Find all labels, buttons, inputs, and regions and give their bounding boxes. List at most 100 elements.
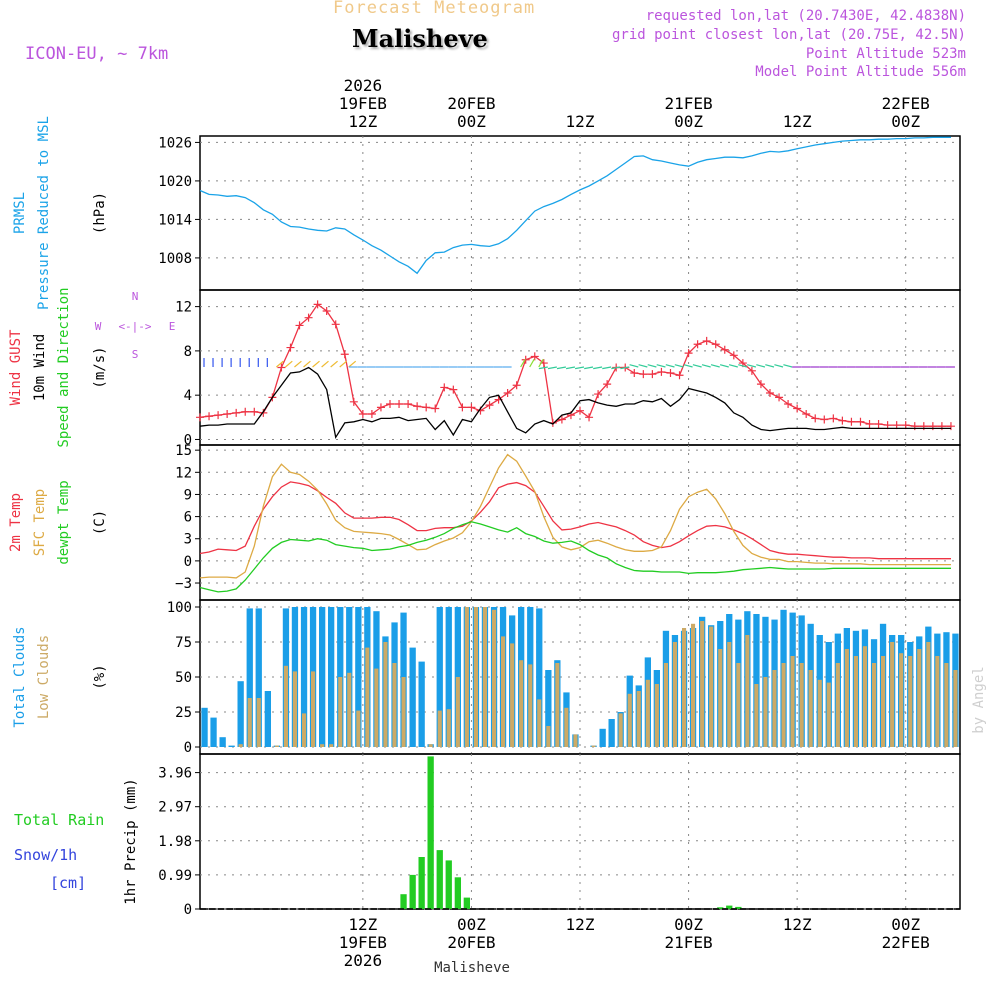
wind-direction-arrow [656,364,666,368]
panel-4-bar-low-clouds [844,649,849,747]
panel-2-gust-marker [847,417,856,426]
panel-4-bar-total-clouds [545,670,552,747]
panel-2-gust-marker [395,400,404,409]
panel-2-gust-marker [883,421,892,430]
panel-2-gust-marker [892,421,901,430]
panel-2-gust-marker [322,307,331,316]
top-time-label: 00Z [674,112,703,131]
panel-1-ytick-label: 1020 [158,174,192,190]
panel-4-bar-low-clouds [546,726,551,747]
panel-1-ytick-label: 1026 [158,135,192,151]
wind-direction-arrow [330,360,338,368]
panel-3-ytick-label: 12 [175,465,192,481]
panel-4-bar-low-clouds [302,713,307,747]
panel-4-bar-low-clouds [890,642,895,747]
panel-2-gust-marker [376,403,385,412]
bottom-time-label: 19FEB [339,933,387,952]
panel-4-bar-low-clouds [853,656,858,747]
panel-3-label: dewpt Temp [56,480,72,564]
panel-4-bar-low-clouds [881,656,886,747]
panel-4-ylabel: (%) [92,664,108,689]
panel-2-gust-marker [214,411,223,420]
wind-direction-arrow [638,364,648,368]
panel-3-ytick-label: 6 [184,510,192,526]
panel-4-bar-low-clouds [428,744,433,747]
panel-4-bar-low-clouds [736,663,741,747]
panel-2-gust-marker [585,413,594,422]
location-title: Malisheve [352,24,488,53]
compass-n: N [132,290,139,303]
panel-2-gust-marker [313,300,322,309]
panel-4-bar-total-clouds [445,607,452,747]
panel-2-gust-marker [648,370,657,379]
panel-4-bar-low-clouds [799,663,804,747]
panel-4-ytick-label: 75 [175,635,192,651]
wind-direction-arrow [701,364,711,368]
panel-1-ylabel: (hPa) [92,192,108,234]
panel-4-bar-low-clouds [718,649,723,747]
panel-2-gust-marker [594,390,603,399]
wind-direction-arrow [602,366,612,370]
panel-4-bar-total-clouds [255,608,262,747]
panel-2-gust-marker [530,352,539,361]
panel-2-gust-marker [205,412,214,421]
panel-4-bar-low-clouds [700,621,705,747]
panel-4-bar-low-clouds [817,679,822,747]
panel-5-label: [cm] [50,874,86,892]
panel-3-ytick-label: 3 [184,532,192,548]
panel-4-bar-low-clouds [347,672,352,747]
panel-2-gust-marker [340,350,349,359]
panel-4-bar-low-clouds [872,663,877,747]
panel-5-ytick-label: 0 [184,902,192,918]
panel-5-bar-total-rain [427,756,434,909]
bottom-time-label: 2026 [344,951,383,970]
panel-4-bar-low-clouds [482,607,487,747]
panel-5-frame [199,753,961,910]
wind-direction-arrow [547,366,557,370]
panel-3-frame [199,444,961,601]
panel-4-bar-low-clouds [537,699,542,747]
bottom-time-label: 00Z [891,915,920,934]
panel-4-bar-total-clouds [300,607,308,747]
panel-1-frame [199,135,961,291]
panel-4-bar-low-clouds [663,663,668,747]
panel-2-gust-marker [693,340,702,349]
panel-4-label: Total Clouds [12,626,28,727]
panel-2-gust-marker [838,416,847,425]
panel-4-bar-low-clouds [437,710,442,747]
panel-2-gust-marker [259,408,268,417]
bottom-time-label: 00Z [457,915,486,934]
panel-2-gust-marker [747,366,756,375]
panel-2-gust-marker [232,408,241,417]
panel-2-gust-marker [657,367,666,376]
panel-2-ytick-label: 8 [184,344,192,360]
panel-4-bar-low-clouds [691,623,696,747]
panel-3-ytick-label: 0 [184,554,192,570]
panel-5-bar-total-rain [463,897,470,909]
panel-5-bar-total-rain [726,905,733,909]
panel-4-bar-low-clouds [709,626,714,747]
bottom-time-label: 20FEB [447,933,495,952]
gridpoint-coords: grid point closest lon,lat (20.75E, 42.5… [611,27,966,43]
panel-4-bar-low-clouds [917,649,922,747]
bottom-time-label: 00Z [674,915,703,934]
wind-direction-arrow [538,358,544,368]
panel-2-series-wind-gust [199,303,951,427]
panel-4-bar-low-clouds [636,691,641,747]
top-time-label: 12Z [348,112,377,131]
panel-2-gust-marker [793,404,802,413]
wind-direction-arrow [565,366,576,370]
panel-4-bar-total-clouds [328,607,335,747]
panel-4-bar-low-clouds [645,679,650,747]
panel-2-ylabel: (m/s) [92,346,108,388]
panel-2-gust-marker [720,345,729,354]
wind-direction-arrow [692,364,702,368]
compass-e: E [169,320,176,333]
wind-direction-arrow [275,360,284,368]
panel-4-bar-low-clouds [672,642,677,747]
wind-direction-arrow [538,366,548,370]
panel-4-bar-low-clouds [899,653,904,747]
panel-3-series-2m-temp [199,481,951,560]
panel-4-bar-low-clouds [808,670,813,747]
